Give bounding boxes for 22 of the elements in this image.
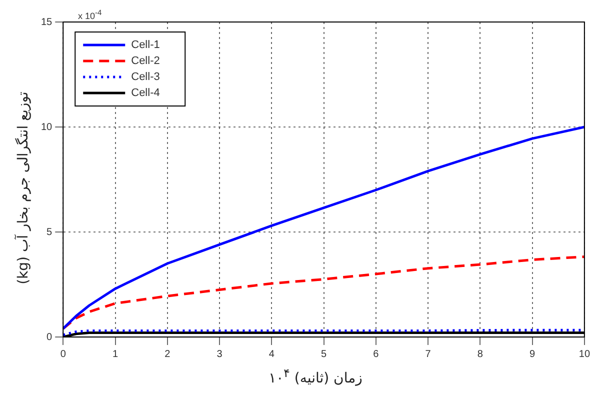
x-tick-label: 0 — [60, 348, 66, 360]
x-tick-label: 6 — [373, 348, 380, 360]
y-tick-label: 0 — [46, 332, 53, 343]
x-tick-label: 7 — [425, 348, 432, 360]
x-tick-label: 8 — [477, 348, 484, 360]
y-tick-label: 10 — [41, 122, 53, 133]
y-tick-label: 5 — [46, 226, 53, 238]
y-tick-label: 15 — [41, 16, 53, 28]
legend-label: Cell-2 — [131, 55, 160, 68]
x-tick-label: 3 — [216, 348, 223, 360]
x-tick-label: 5 — [321, 348, 327, 360]
x-tick-label: 1 — [112, 348, 118, 360]
legend-label: Cell-3 — [131, 71, 160, 84]
x-tick-label: 2 — [164, 348, 171, 360]
line-series — [63, 256, 584, 330]
y-axis-title: توزیع انتگرالی جرم بخار آب (kg) — [15, 92, 32, 284]
text: x 10$^{-4}$ — [78, 8, 102, 21]
x-tick-label: 4 — [268, 348, 275, 360]
x-tick-label: 10 — [578, 348, 590, 360]
x-tick-label: 9 — [530, 348, 536, 360]
legend-label: Cell-1 — [131, 39, 160, 52]
legend-label: Cell-4 — [131, 87, 160, 100]
